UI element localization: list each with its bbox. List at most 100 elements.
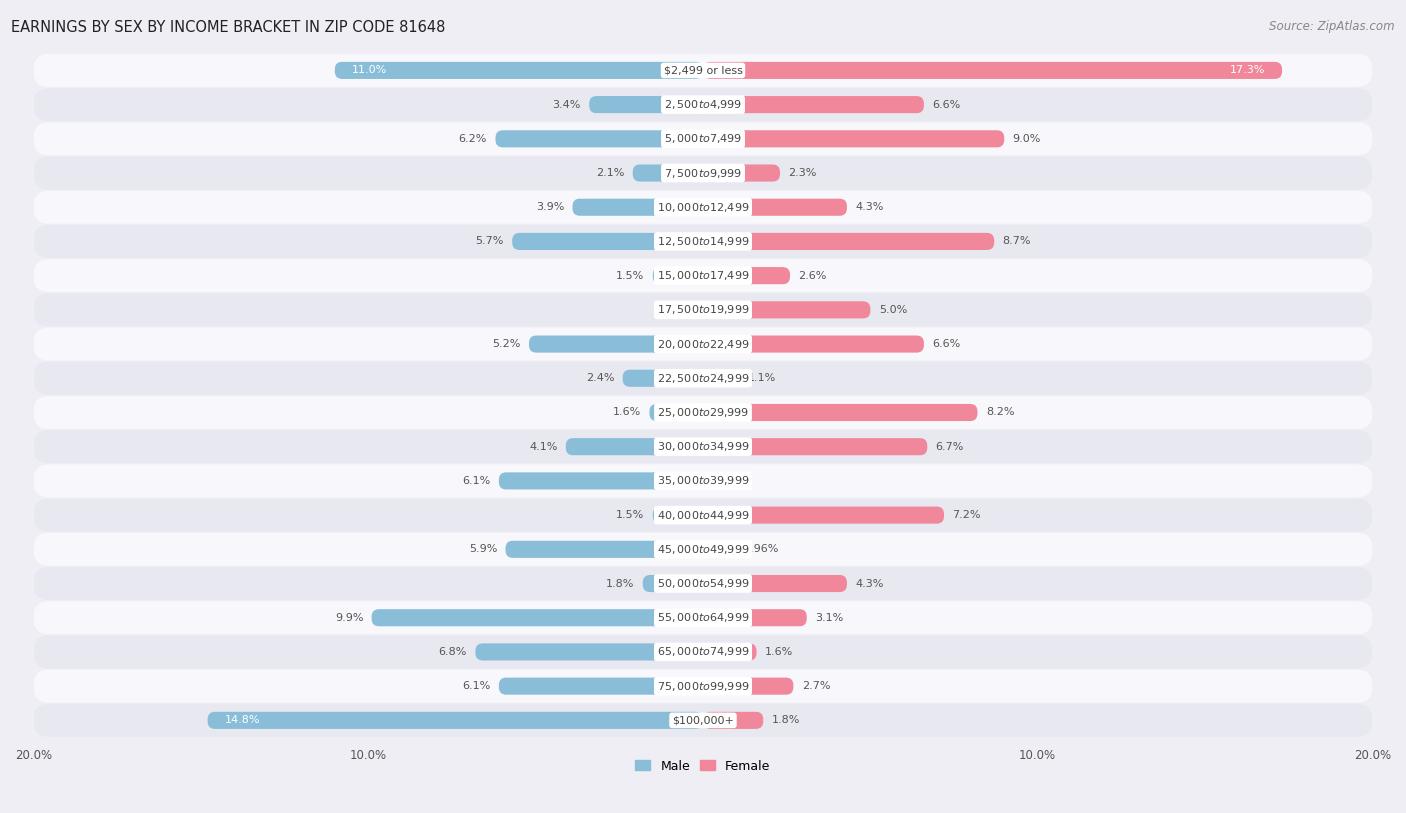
FancyBboxPatch shape	[703, 302, 870, 319]
FancyBboxPatch shape	[512, 233, 703, 250]
Text: 1.1%: 1.1%	[748, 373, 776, 383]
Text: $50,000 to $54,999: $50,000 to $54,999	[657, 577, 749, 590]
FancyBboxPatch shape	[506, 541, 703, 558]
FancyBboxPatch shape	[703, 643, 756, 660]
FancyBboxPatch shape	[34, 225, 1372, 258]
FancyBboxPatch shape	[703, 198, 846, 215]
Text: 7.2%: 7.2%	[952, 510, 981, 520]
FancyBboxPatch shape	[34, 636, 1372, 668]
Text: 2.6%: 2.6%	[799, 271, 827, 280]
Text: $55,000 to $64,999: $55,000 to $64,999	[657, 611, 749, 624]
FancyBboxPatch shape	[34, 464, 1372, 498]
Text: $100,000+: $100,000+	[672, 715, 734, 725]
Text: 2.1%: 2.1%	[596, 168, 624, 178]
Text: 3.1%: 3.1%	[815, 613, 844, 623]
Text: 4.3%: 4.3%	[855, 579, 884, 589]
FancyBboxPatch shape	[34, 430, 1372, 463]
FancyBboxPatch shape	[633, 164, 703, 181]
FancyBboxPatch shape	[703, 130, 1004, 147]
Text: $40,000 to $44,999: $40,000 to $44,999	[657, 509, 749, 522]
FancyBboxPatch shape	[34, 88, 1372, 121]
FancyBboxPatch shape	[34, 191, 1372, 224]
Text: 1.8%: 1.8%	[772, 715, 800, 725]
FancyBboxPatch shape	[34, 498, 1372, 532]
Text: 3.4%: 3.4%	[553, 100, 581, 110]
FancyBboxPatch shape	[34, 396, 1372, 429]
Text: 5.0%: 5.0%	[879, 305, 907, 315]
FancyBboxPatch shape	[208, 712, 703, 729]
Text: 6.7%: 6.7%	[935, 441, 965, 452]
Text: 1.6%: 1.6%	[765, 647, 793, 657]
Text: 0.0%: 0.0%	[711, 476, 740, 486]
Text: 9.9%: 9.9%	[335, 613, 363, 623]
FancyBboxPatch shape	[703, 506, 943, 524]
Text: 8.2%: 8.2%	[986, 407, 1014, 418]
FancyBboxPatch shape	[499, 677, 703, 694]
Text: 8.7%: 8.7%	[1002, 237, 1031, 246]
Text: 2.7%: 2.7%	[801, 681, 830, 691]
FancyBboxPatch shape	[703, 438, 928, 455]
Text: 14.8%: 14.8%	[225, 715, 260, 725]
FancyBboxPatch shape	[703, 267, 790, 285]
FancyBboxPatch shape	[572, 198, 703, 215]
FancyBboxPatch shape	[34, 123, 1372, 155]
FancyBboxPatch shape	[703, 404, 977, 421]
FancyBboxPatch shape	[652, 506, 703, 524]
FancyBboxPatch shape	[703, 336, 924, 353]
Text: 6.2%: 6.2%	[458, 134, 486, 144]
FancyBboxPatch shape	[703, 712, 763, 729]
Text: 1.6%: 1.6%	[613, 407, 641, 418]
FancyBboxPatch shape	[565, 438, 703, 455]
FancyBboxPatch shape	[495, 130, 703, 147]
Text: 5.9%: 5.9%	[468, 545, 498, 554]
FancyBboxPatch shape	[475, 643, 703, 660]
FancyBboxPatch shape	[34, 567, 1372, 600]
FancyBboxPatch shape	[34, 670, 1372, 702]
Text: $65,000 to $74,999: $65,000 to $74,999	[657, 646, 749, 659]
FancyBboxPatch shape	[34, 602, 1372, 634]
Text: $10,000 to $12,499: $10,000 to $12,499	[657, 201, 749, 214]
Text: $5,000 to $7,499: $5,000 to $7,499	[664, 133, 742, 146]
FancyBboxPatch shape	[703, 370, 740, 387]
FancyBboxPatch shape	[703, 677, 793, 694]
FancyBboxPatch shape	[643, 575, 703, 592]
Text: 17.3%: 17.3%	[1230, 65, 1265, 76]
Text: 6.6%: 6.6%	[932, 339, 960, 349]
FancyBboxPatch shape	[650, 404, 703, 421]
FancyBboxPatch shape	[623, 370, 703, 387]
Text: 2.4%: 2.4%	[586, 373, 614, 383]
Text: $2,499 or less: $2,499 or less	[664, 65, 742, 76]
FancyBboxPatch shape	[703, 96, 924, 113]
Text: 2.3%: 2.3%	[789, 168, 817, 178]
Text: $15,000 to $17,499: $15,000 to $17,499	[657, 269, 749, 282]
FancyBboxPatch shape	[703, 575, 846, 592]
Text: $17,500 to $19,999: $17,500 to $19,999	[657, 303, 749, 316]
Text: $25,000 to $29,999: $25,000 to $29,999	[657, 406, 749, 419]
Text: $45,000 to $49,999: $45,000 to $49,999	[657, 543, 749, 556]
FancyBboxPatch shape	[652, 267, 703, 285]
FancyBboxPatch shape	[703, 164, 780, 181]
Text: 5.7%: 5.7%	[475, 237, 503, 246]
FancyBboxPatch shape	[34, 157, 1372, 189]
Text: $75,000 to $99,999: $75,000 to $99,999	[657, 680, 749, 693]
Text: 6.6%: 6.6%	[932, 100, 960, 110]
Text: $2,500 to $4,999: $2,500 to $4,999	[664, 98, 742, 111]
FancyBboxPatch shape	[703, 541, 735, 558]
Text: Source: ZipAtlas.com: Source: ZipAtlas.com	[1270, 20, 1395, 33]
FancyBboxPatch shape	[34, 533, 1372, 566]
Text: 6.1%: 6.1%	[463, 681, 491, 691]
Text: EARNINGS BY SEX BY INCOME BRACKET IN ZIP CODE 81648: EARNINGS BY SEX BY INCOME BRACKET IN ZIP…	[11, 20, 446, 35]
FancyBboxPatch shape	[34, 328, 1372, 360]
Text: 1.8%: 1.8%	[606, 579, 634, 589]
Text: $30,000 to $34,999: $30,000 to $34,999	[657, 440, 749, 453]
Text: 6.8%: 6.8%	[439, 647, 467, 657]
Text: 0.96%: 0.96%	[744, 545, 779, 554]
FancyBboxPatch shape	[335, 62, 703, 79]
FancyBboxPatch shape	[34, 259, 1372, 292]
FancyBboxPatch shape	[34, 293, 1372, 326]
Text: 0.0%: 0.0%	[666, 305, 695, 315]
Text: 4.3%: 4.3%	[855, 202, 884, 212]
Text: $22,500 to $24,999: $22,500 to $24,999	[657, 372, 749, 385]
Text: 6.1%: 6.1%	[463, 476, 491, 486]
FancyBboxPatch shape	[34, 704, 1372, 737]
